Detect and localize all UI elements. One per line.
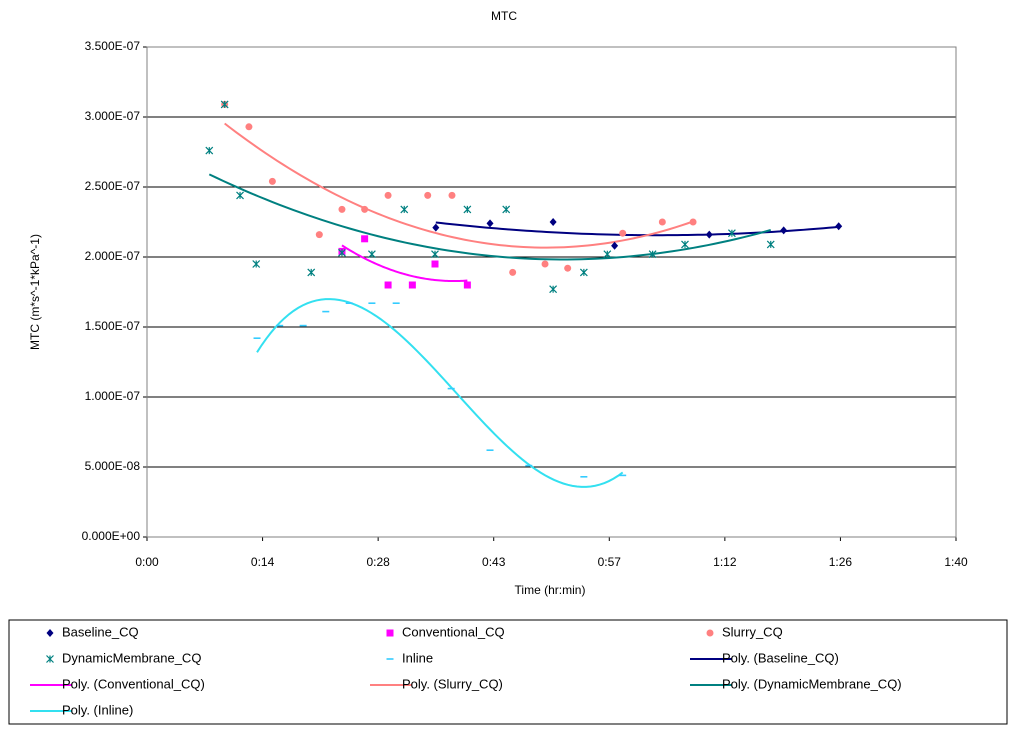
data-point [367, 250, 376, 259]
data-point [338, 205, 346, 213]
data-point [689, 218, 697, 226]
data-point [603, 250, 612, 259]
data-point [463, 205, 472, 214]
x-tick-label: 0:57 [598, 555, 622, 569]
legend-box [8, 619, 1008, 725]
data-point [361, 205, 369, 213]
data-point [549, 218, 557, 226]
data-point [307, 268, 316, 277]
data-point [549, 285, 558, 294]
data-point [315, 231, 323, 239]
data-point [541, 260, 549, 268]
data-point [448, 191, 456, 199]
data-point [766, 240, 775, 249]
x-tick-label: 0:14 [251, 555, 275, 569]
legend-marker [46, 629, 54, 637]
x-tick-label: 0:00 [135, 555, 159, 569]
data-point [236, 191, 244, 200]
legend-marker [46, 655, 54, 663]
legend-label: Conventional_CQ [402, 624, 505, 639]
data-point [205, 146, 214, 155]
plot-border [146, 46, 957, 538]
y-tick-label: 2.000E-07 [85, 249, 141, 263]
legend-marker [386, 629, 394, 637]
data-point [338, 248, 346, 257]
data-point [431, 250, 439, 259]
y-tick-label: 1.000E-07 [85, 389, 141, 403]
x-tick-label: 0:28 [366, 555, 390, 569]
data-point [727, 229, 736, 238]
data-point [384, 191, 392, 199]
data-point [835, 222, 843, 231]
data-point [400, 205, 409, 214]
data-point [611, 241, 619, 250]
y-tick-label: 2.500E-07 [85, 179, 141, 193]
x-axis-label: Time (hr:min) [515, 583, 586, 597]
data-point [431, 260, 439, 268]
data-point [432, 223, 440, 232]
data-point [486, 219, 494, 228]
trend-line [208, 173, 772, 261]
legend-label: Slurry_CQ [722, 624, 783, 639]
y-tick-label: 5.000E-08 [85, 459, 141, 473]
legend-label: Poly. (Inline) [62, 702, 133, 717]
legend-label: Baseline_CQ [62, 624, 139, 639]
data-point [502, 205, 511, 214]
legend-label: DynamicMembrane_CQ [62, 650, 201, 665]
data-point [509, 268, 517, 276]
trend-line [256, 298, 624, 488]
y-tick-label: 3.500E-07 [85, 39, 141, 53]
x-tick-label: 0:43 [482, 555, 506, 569]
x-tick-label: 1:26 [829, 555, 853, 569]
data-point [424, 191, 432, 199]
data-point [245, 123, 253, 131]
y-tick-label: 1.500E-07 [85, 319, 141, 333]
data-point [252, 260, 261, 268]
data-point [564, 264, 572, 272]
data-point [384, 281, 392, 289]
data-point [220, 100, 229, 109]
legend-label: Inline [402, 650, 433, 665]
data-point [463, 281, 471, 289]
data-point [780, 226, 788, 235]
data-point [658, 218, 666, 226]
legend-label: Poly. (Baseline_CQ) [722, 650, 839, 665]
data-point [681, 240, 689, 249]
data-point [361, 235, 369, 243]
x-tick-label: 1:12 [713, 555, 737, 569]
data-point [408, 281, 416, 289]
legend-label: Poly. (DynamicMembrane_CQ) [722, 676, 902, 691]
data-point [619, 229, 627, 237]
legend-marker [706, 629, 714, 637]
chart-title: MTC [491, 9, 517, 23]
x-tick-label: 1:40 [944, 555, 968, 569]
y-tick-label: 3.000E-07 [85, 109, 141, 123]
data-point [705, 230, 713, 239]
y-tick-label: 0.000E+00 [82, 529, 141, 543]
trend-line [224, 122, 694, 249]
data-point [648, 250, 657, 259]
y-axis-label: MTC (m*s^-1*kPa^-1) [28, 234, 42, 350]
data-point [268, 177, 276, 185]
data-point [579, 268, 588, 277]
legend-label: Poly. (Slurry_CQ) [402, 676, 503, 691]
trend-line [341, 244, 468, 283]
trend-line [435, 221, 839, 237]
legend-label: Poly. (Conventional_CQ) [62, 676, 205, 691]
